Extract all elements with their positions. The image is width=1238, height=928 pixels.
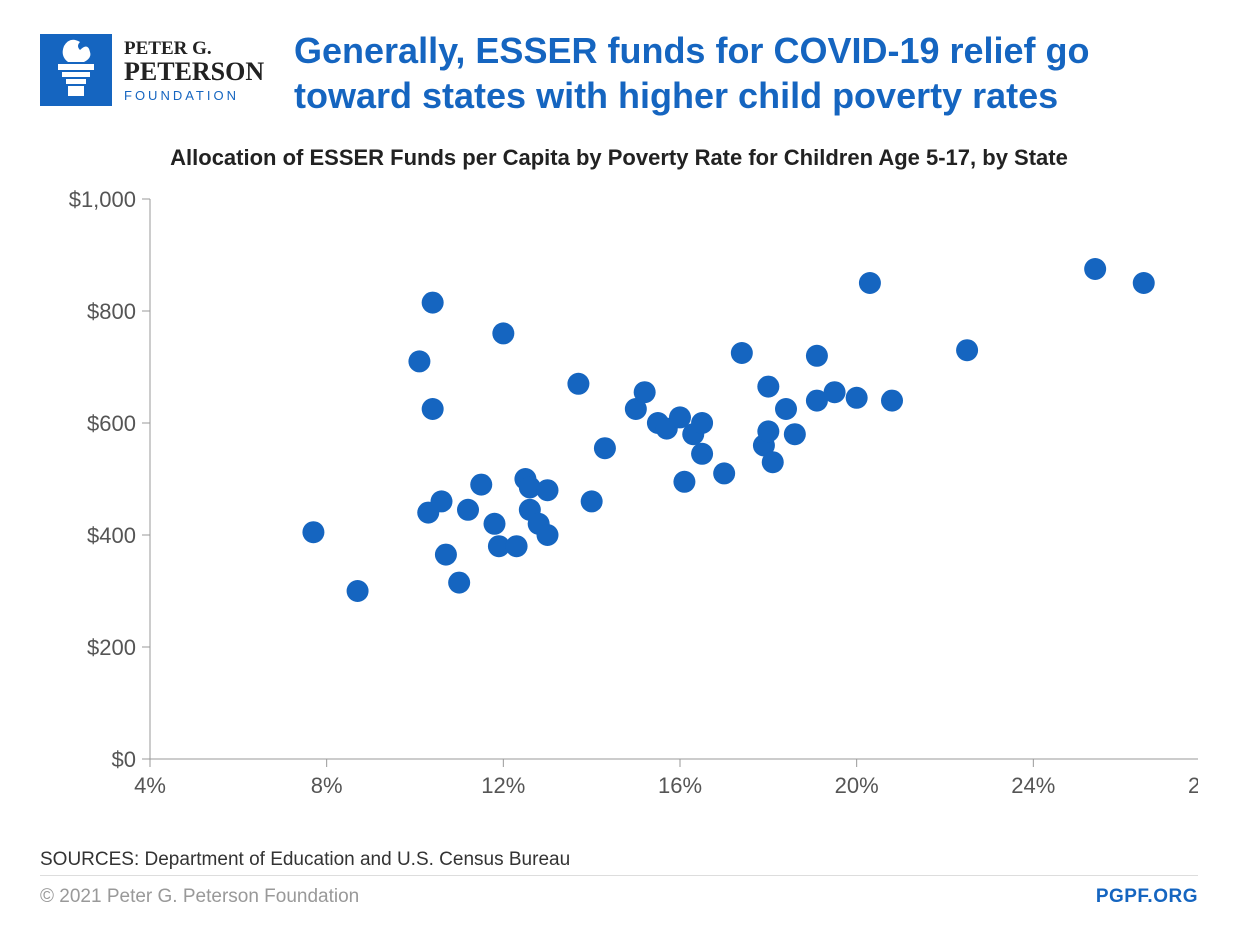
data-point bbox=[859, 272, 881, 294]
x-tick-label: 12% bbox=[481, 773, 525, 798]
data-point bbox=[537, 524, 559, 546]
data-point bbox=[691, 412, 713, 434]
data-point bbox=[757, 420, 779, 442]
x-tick-label: 4% bbox=[134, 773, 166, 798]
data-point bbox=[881, 390, 903, 412]
data-point bbox=[806, 345, 828, 367]
header: PETER G. PETERSON FOUNDATION Generally, … bbox=[0, 0, 1238, 121]
logo-line1: PETER G. bbox=[124, 38, 212, 59]
data-point bbox=[506, 535, 528, 557]
data-point bbox=[824, 381, 846, 403]
data-point bbox=[1084, 258, 1106, 280]
data-point bbox=[775, 398, 797, 420]
data-point bbox=[762, 451, 784, 473]
copyright-text: © 2021 Peter G. Peterson Foundation bbox=[40, 886, 359, 908]
logo-line3: FOUNDATION bbox=[124, 88, 239, 103]
y-tick-label: $400 bbox=[87, 523, 136, 548]
data-point bbox=[757, 376, 779, 398]
data-point bbox=[408, 350, 430, 372]
data-point bbox=[581, 490, 603, 512]
chart-subtitle: Allocation of ESSER Funds per Capita by … bbox=[0, 145, 1238, 171]
x-tick-label: 28% bbox=[1188, 773, 1198, 798]
data-point bbox=[470, 474, 492, 496]
sources-text: SOURCES: Department of Education and U.S… bbox=[40, 849, 1198, 871]
peterson-logo-icon: PETER G. PETERSON FOUNDATION bbox=[40, 28, 270, 116]
chart-title: Generally, ESSER funds for COVID-19 reli… bbox=[294, 28, 1198, 118]
data-point bbox=[422, 398, 444, 420]
data-point bbox=[594, 437, 616, 459]
data-point bbox=[347, 580, 369, 602]
data-point bbox=[302, 521, 324, 543]
logo-line2: PETERSON bbox=[124, 57, 264, 86]
data-point bbox=[713, 462, 735, 484]
y-tick-label: $200 bbox=[87, 635, 136, 660]
logo: PETER G. PETERSON FOUNDATION bbox=[40, 28, 270, 121]
y-tick-label: $600 bbox=[87, 411, 136, 436]
x-tick-label: 24% bbox=[1011, 773, 1055, 798]
data-point bbox=[492, 322, 514, 344]
y-tick-label: $800 bbox=[87, 299, 136, 324]
data-point bbox=[1133, 272, 1155, 294]
data-point bbox=[431, 490, 453, 512]
data-point bbox=[691, 443, 713, 465]
data-point bbox=[537, 479, 559, 501]
y-tick-label: $1,000 bbox=[69, 189, 136, 212]
data-point bbox=[435, 544, 457, 566]
data-point bbox=[846, 387, 868, 409]
chart-canvas: $0 $200 $400 $600 $800 $1,000 4% 8% 12% 16% 20% 24%… bbox=[40, 189, 1198, 809]
data-point bbox=[422, 292, 444, 314]
data-point bbox=[634, 381, 656, 403]
footer: © 2021 Peter G. Peterson Foundation PGPF… bbox=[40, 875, 1198, 908]
data-point bbox=[484, 513, 506, 535]
data-point bbox=[673, 471, 695, 493]
data-point bbox=[567, 373, 589, 395]
scatter-chart: $0 $200 $400 $600 $800 $1,000 4% 8% 12% 16% 20% 24%… bbox=[40, 189, 1198, 809]
data-point bbox=[448, 572, 470, 594]
data-point bbox=[956, 339, 978, 361]
data-point bbox=[784, 423, 806, 445]
data-point bbox=[731, 342, 753, 364]
x-tick-label: 16% bbox=[658, 773, 702, 798]
data-point bbox=[457, 499, 479, 521]
x-tick-label: 20% bbox=[835, 773, 879, 798]
x-tick-label: 8% bbox=[311, 773, 343, 798]
site-link[interactable]: PGPF.ORG bbox=[1096, 886, 1198, 908]
y-tick-label: $0 bbox=[112, 747, 136, 772]
